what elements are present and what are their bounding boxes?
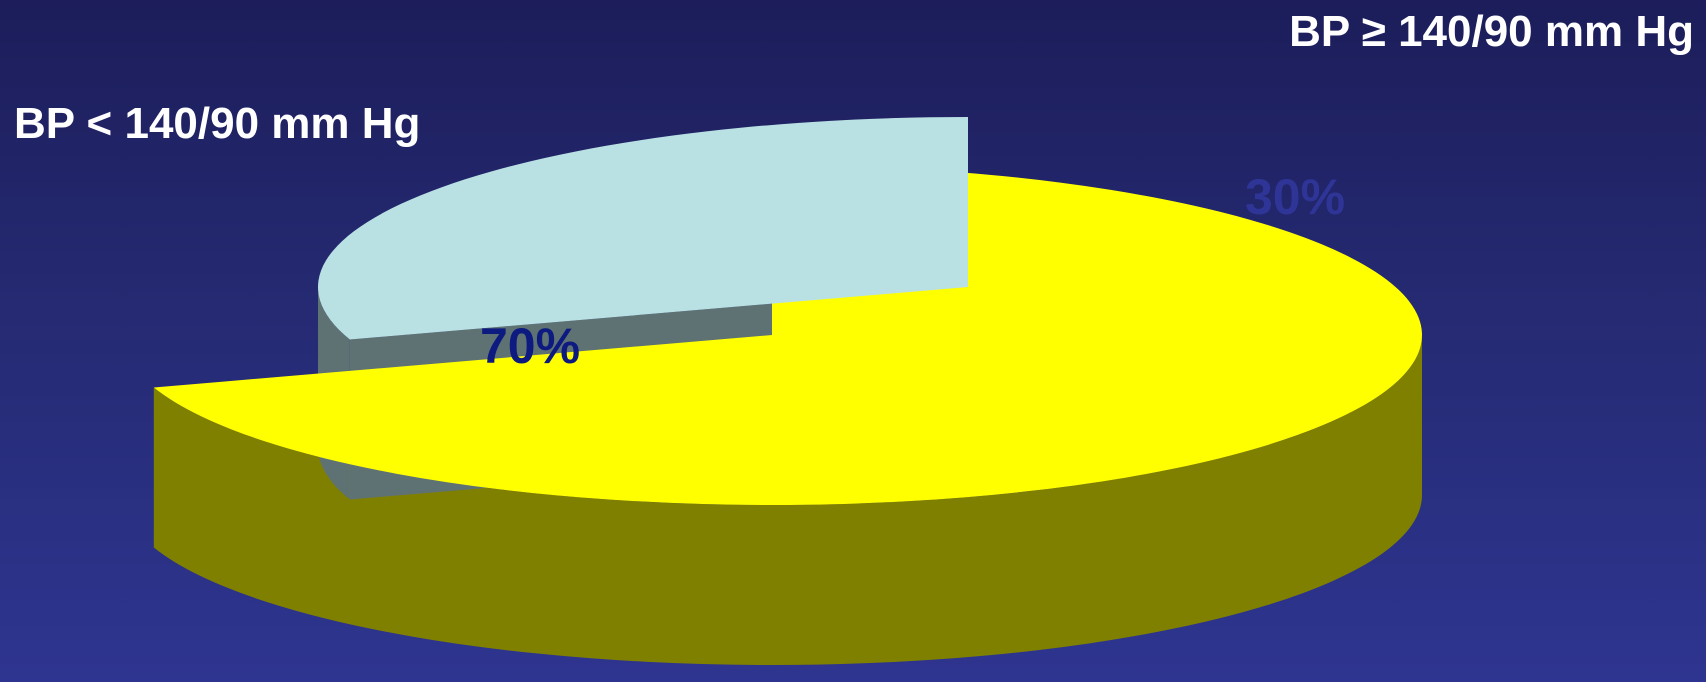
slice-1-side xyxy=(153,335,1423,666)
slice-1-name-label: BP < 140/90 mm Hg xyxy=(14,99,420,148)
slice-labels: BP < 140/90 mm Hg 70% BP ≥ 140/90 mm Hg 30% xyxy=(14,7,1694,374)
slice-2-value-label: 30% xyxy=(1245,169,1345,225)
slice-1-top xyxy=(153,165,1423,505)
slice-1-value-label: 70% xyxy=(480,318,580,374)
slice-tops xyxy=(153,117,1423,505)
slice-2-name-label: BP ≥ 140/90 mm Hg xyxy=(1289,7,1694,56)
slice-2-top xyxy=(317,117,968,340)
